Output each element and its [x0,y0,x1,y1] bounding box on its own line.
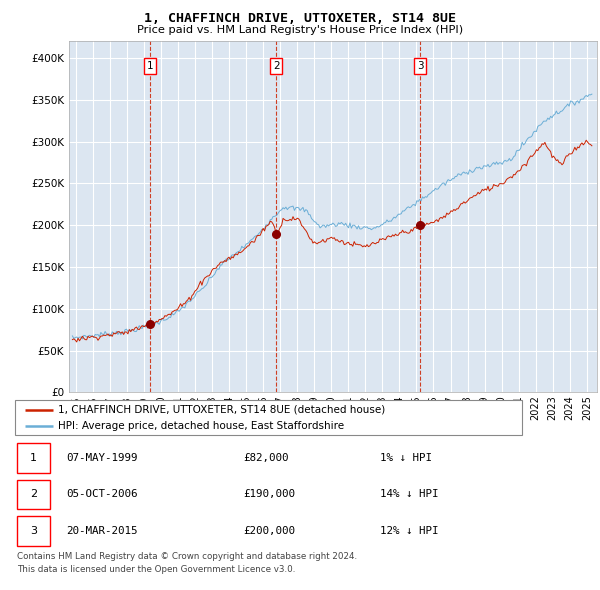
Text: 20-MAR-2015: 20-MAR-2015 [66,526,138,536]
Text: 14% ↓ HPI: 14% ↓ HPI [380,490,438,499]
Text: 1, CHAFFINCH DRIVE, UTTOXETER, ST14 8UE (detached house): 1, CHAFFINCH DRIVE, UTTOXETER, ST14 8UE … [58,405,385,415]
Text: £82,000: £82,000 [243,453,289,463]
Text: £200,000: £200,000 [243,526,295,536]
FancyBboxPatch shape [15,400,522,435]
Text: 1, CHAFFINCH DRIVE, UTTOXETER, ST14 8UE: 1, CHAFFINCH DRIVE, UTTOXETER, ST14 8UE [144,12,456,25]
Text: Price paid vs. HM Land Registry's House Price Index (HPI): Price paid vs. HM Land Registry's House … [137,25,463,35]
Text: 12% ↓ HPI: 12% ↓ HPI [380,526,438,536]
Text: Contains HM Land Registry data © Crown copyright and database right 2024.: Contains HM Land Registry data © Crown c… [17,552,357,561]
Text: 2: 2 [273,61,280,71]
Text: £190,000: £190,000 [243,490,295,499]
Text: 2: 2 [30,490,37,499]
Text: 1% ↓ HPI: 1% ↓ HPI [380,453,432,463]
FancyBboxPatch shape [17,443,50,473]
Text: This data is licensed under the Open Government Licence v3.0.: This data is licensed under the Open Gov… [17,565,295,574]
Text: 3: 3 [31,526,37,536]
FancyBboxPatch shape [17,480,50,509]
Text: 05-OCT-2006: 05-OCT-2006 [66,490,138,499]
Text: HPI: Average price, detached house, East Staffordshire: HPI: Average price, detached house, East… [58,421,344,431]
Text: 1: 1 [31,453,37,463]
Text: 07-MAY-1999: 07-MAY-1999 [66,453,138,463]
FancyBboxPatch shape [17,516,50,546]
Text: 3: 3 [417,61,424,71]
Text: 1: 1 [146,61,153,71]
